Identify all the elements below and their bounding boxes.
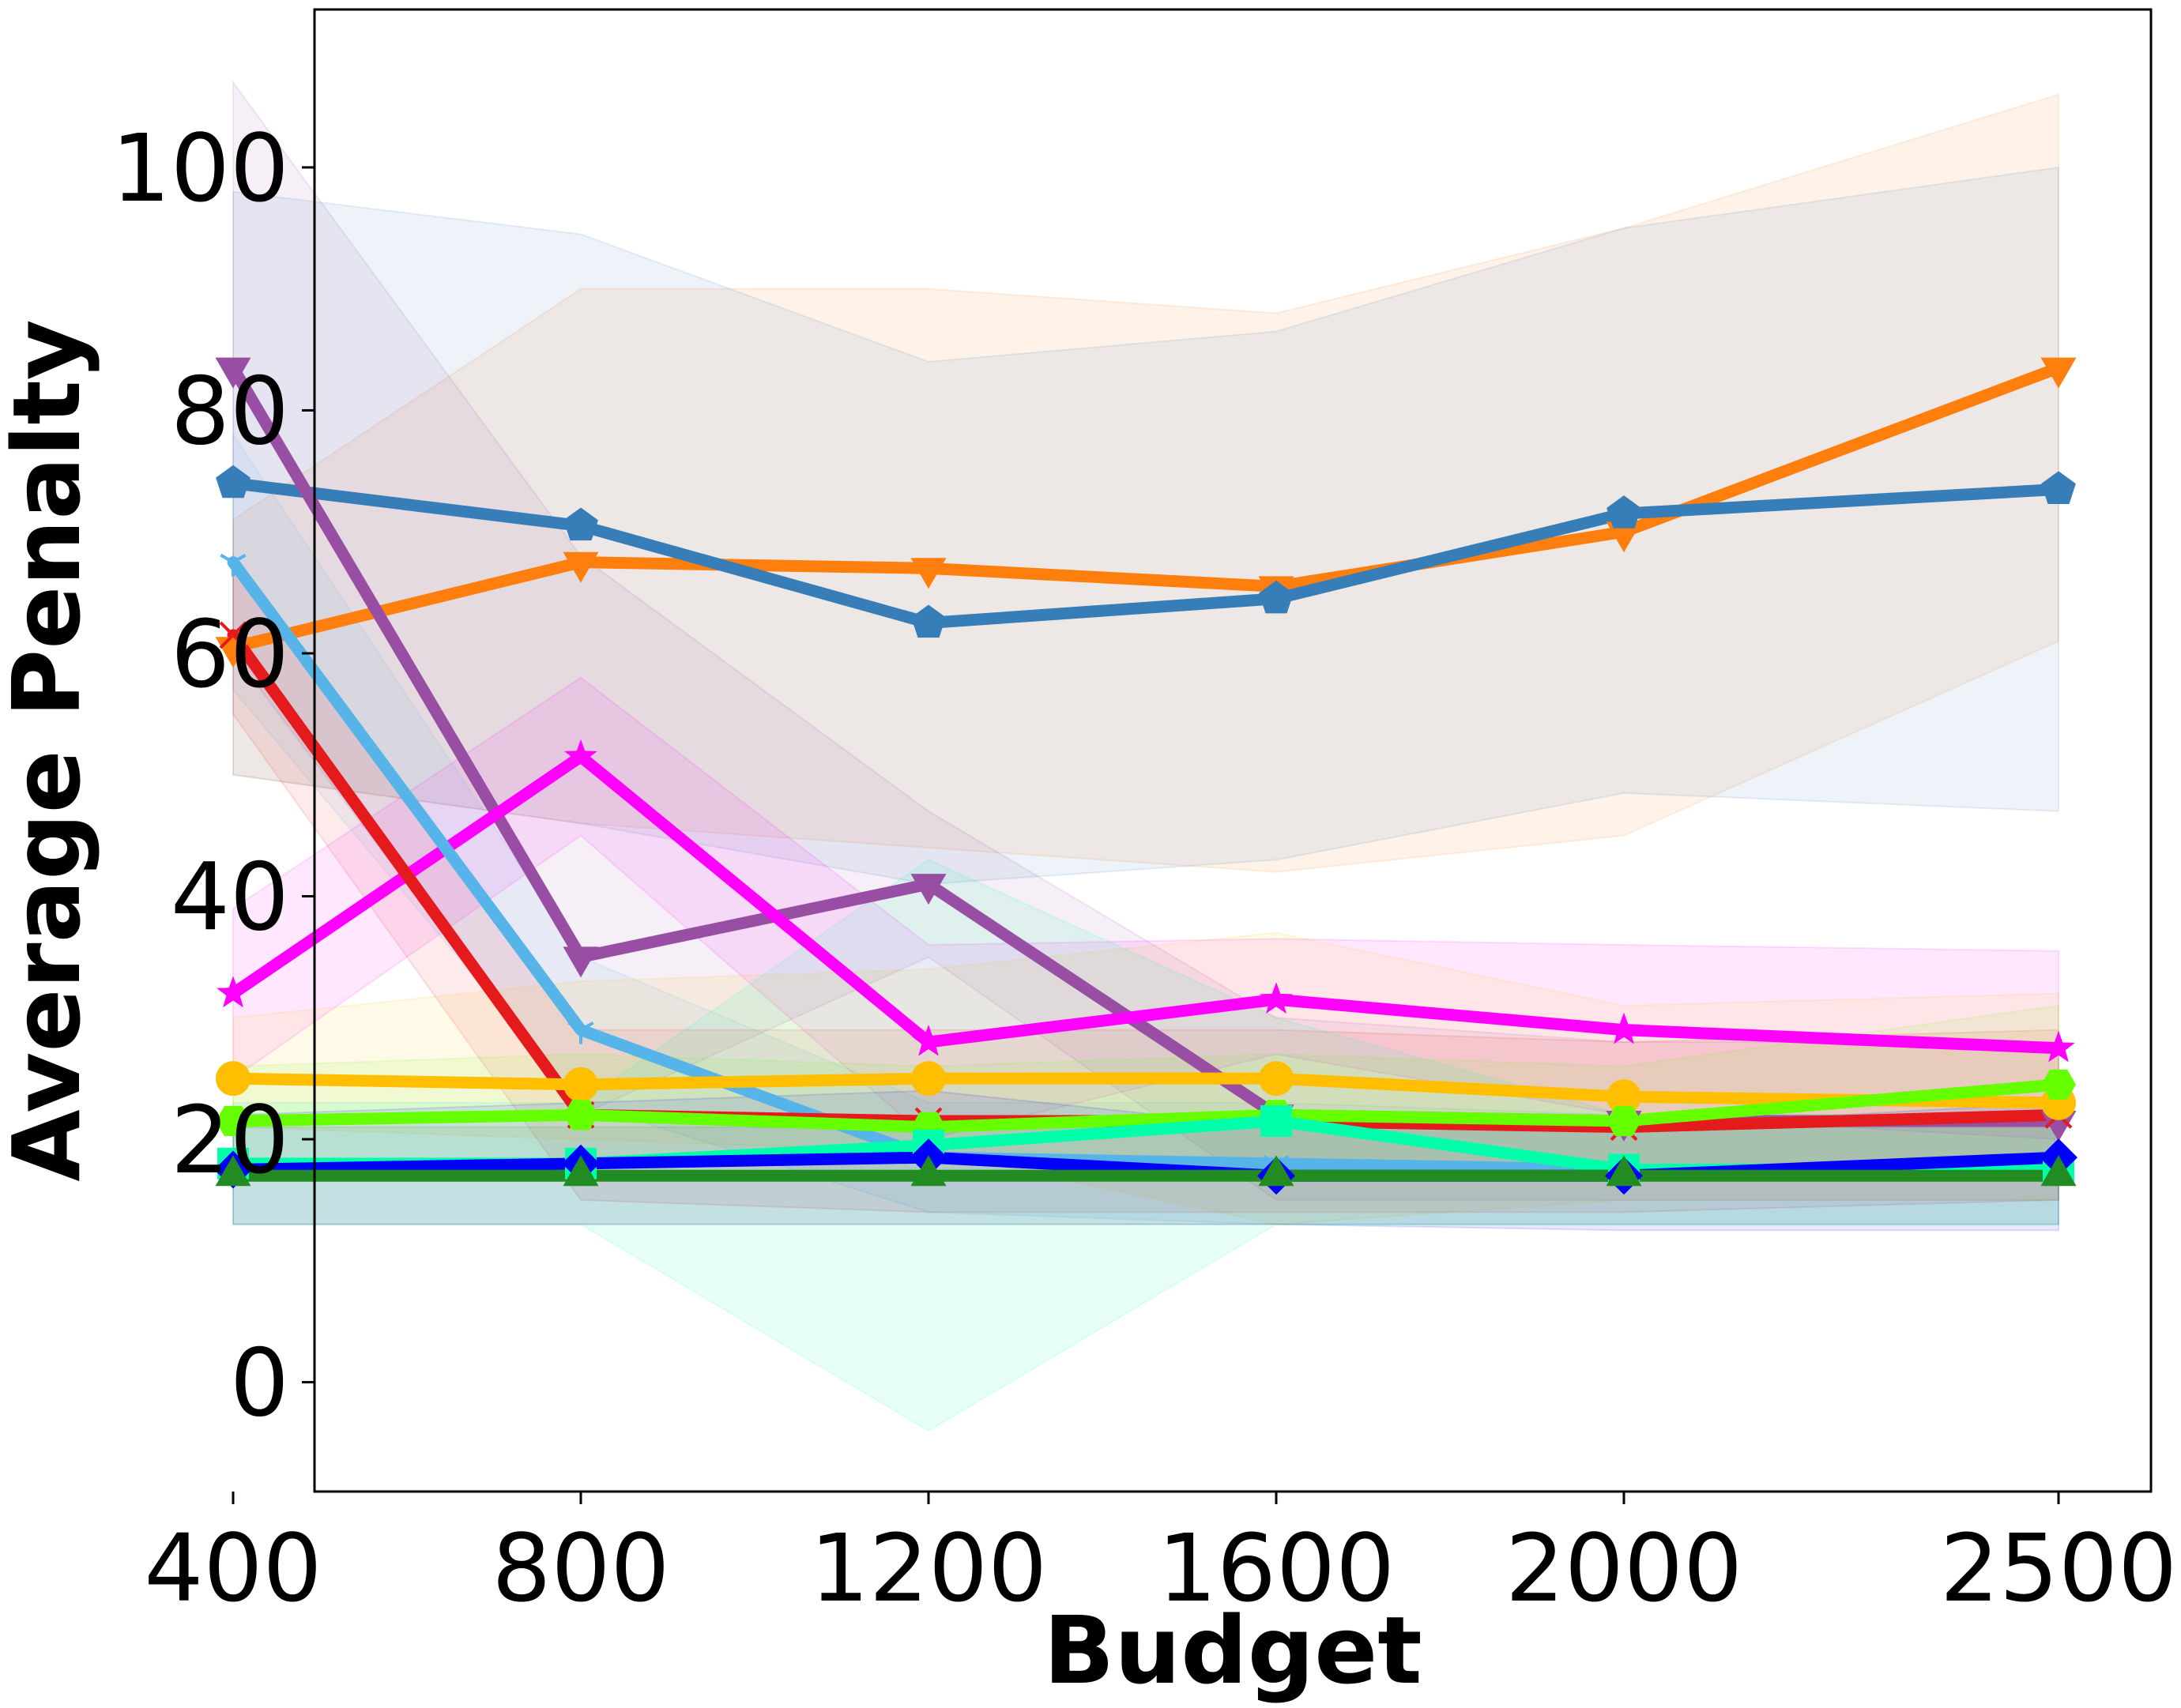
marker-series-0-point-4 — [1606, 521, 1642, 553]
marker-series-8-point-3 — [1260, 1105, 1292, 1137]
y-tick-label: 100 — [111, 114, 289, 223]
band-series-1 — [232, 166, 2059, 886]
marker-series-3-point-2 — [912, 1025, 945, 1056]
y-tick-label: 40 — [171, 843, 289, 952]
marker-series-3-point-3 — [1260, 982, 1293, 1014]
x-axis: 400 800 1200 1600 2000 2500 — [144, 1492, 2177, 1623]
y-axis: 0 20 40 60 80 100 — [111, 114, 315, 1438]
marker-series-1-point-0 — [216, 465, 250, 498]
x-tick-label: 400 — [144, 1514, 322, 1623]
marker-series-2-point-2 — [910, 874, 947, 905]
line-series-3 — [227, 751, 2065, 1055]
marker-series-6-point-2 — [911, 1061, 946, 1097]
marker-series-1-point-4 — [1607, 495, 1641, 529]
uncertainty-bands — [232, 80, 2059, 1432]
marker-series-10-point-2 — [910, 1155, 947, 1187]
marker-series-2-point-5 — [2040, 1111, 2077, 1142]
marker-series-2-point-1 — [563, 946, 599, 978]
y-tick-label: 80 — [171, 356, 289, 465]
marker-series-10-point-1 — [563, 1155, 599, 1187]
marker-series-10-point-5 — [2040, 1155, 2077, 1187]
marker-series-10-point-3 — [1258, 1155, 1294, 1187]
marker-series-0-point-5 — [2040, 357, 2077, 389]
x-tick-label: 2500 — [1940, 1514, 2177, 1623]
marker-series-2-point-0 — [215, 357, 251, 389]
y-tick-label: 60 — [171, 600, 289, 709]
x-tick-label: 1200 — [810, 1514, 1047, 1623]
marker-series-6-point-0 — [216, 1061, 250, 1097]
marker-series-7-point-4 — [1607, 1105, 1641, 1137]
x-tick-label: 2000 — [1505, 1514, 1742, 1623]
marker-series-4-point-1 — [567, 1021, 594, 1044]
line-series-7 — [227, 1078, 2065, 1134]
x-tick-label: 800 — [492, 1514, 669, 1623]
marker-series-0-point-2 — [910, 558, 947, 589]
line-series-6 — [227, 1072, 2065, 1109]
y-tick-label: 20 — [171, 1085, 289, 1194]
marker-series-3-point-5 — [2042, 1030, 2075, 1063]
series-lines — [227, 362, 2065, 1182]
marker-series-1-point-3 — [1259, 580, 1294, 614]
x-axis-title: Budget — [1043, 1596, 1422, 1705]
plot-area-frame — [313, 8, 2153, 1493]
marker-series-1-point-2 — [911, 604, 946, 638]
marker-series-5-point-0 — [219, 621, 247, 649]
marker-series-6-point-3 — [1259, 1061, 1294, 1097]
marker-series-6-point-4 — [1607, 1079, 1641, 1115]
marker-series-7-point-5 — [2041, 1069, 2076, 1100]
band-series-8 — [232, 859, 2059, 1432]
marker-series-7-point-0 — [216, 1105, 250, 1137]
line-series-1 — [227, 477, 2065, 630]
band-series-0 — [232, 93, 2059, 873]
marker-series-7-point-1 — [563, 1100, 598, 1131]
y-axis-title: Average Penalty — [0, 319, 101, 1181]
marker-series-10-point-4 — [1606, 1155, 1642, 1187]
marker-series-3-point-0 — [217, 976, 250, 1008]
marker-series-1-point-1 — [563, 507, 598, 541]
marker-series-1-point-5 — [2041, 471, 2076, 504]
marker-series-3-point-4 — [1607, 1012, 1640, 1044]
y-tick-label: 0 — [230, 1329, 289, 1438]
marker-series-10-point-0 — [215, 1155, 251, 1187]
marker-series-3-point-1 — [564, 739, 597, 771]
x-tick-label: 1600 — [1158, 1514, 1395, 1623]
series-markers — [214, 357, 2077, 1195]
marker-series-0-point-1 — [563, 551, 599, 583]
marker-series-6-point-1 — [563, 1067, 598, 1102]
marker-series-4-point-0 — [220, 553, 247, 577]
